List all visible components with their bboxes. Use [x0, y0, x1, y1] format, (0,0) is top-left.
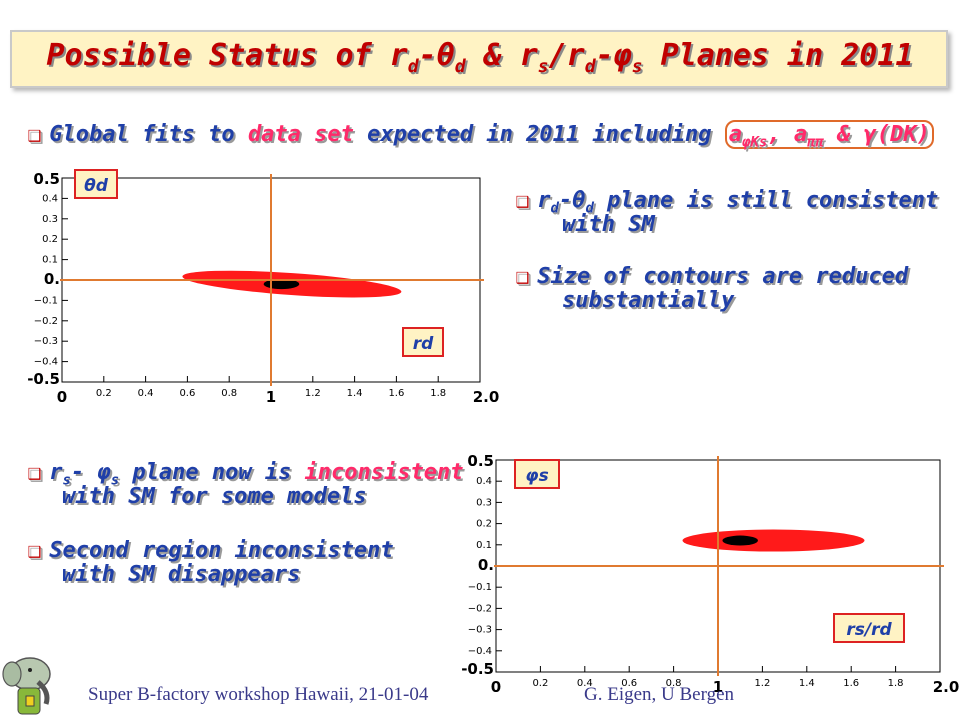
- x-tick-label: 0.6: [621, 678, 637, 689]
- bullet-global-fits: ❑ Global fits to data set expected in 201…: [28, 120, 934, 153]
- rd-axis-label: rd: [413, 334, 434, 354]
- phis-label-box: [514, 459, 560, 489]
- y-major-label: 0.: [478, 556, 494, 574]
- y-major-label: 0.5: [33, 170, 60, 188]
- x-major-label: 2.0: [473, 388, 500, 406]
- x-tick-label: 1.2: [754, 678, 770, 689]
- x-tick-label: 1.8: [430, 388, 446, 399]
- y-tick-label: 0.3: [42, 214, 58, 225]
- bullet-rs-inconsistent: ❑ rs- φs plane now is inconsistent: [28, 460, 464, 489]
- y-major-label: -0.5: [27, 370, 60, 388]
- y-tick-label: −0.4: [34, 357, 58, 368]
- y-tick-label: −0.3: [468, 625, 492, 636]
- inner-contour-region: [263, 279, 300, 290]
- x-major-label: 1: [713, 678, 723, 696]
- x-tick-label: 0.6: [179, 388, 195, 399]
- checkbox-bullet-icon: ❑: [28, 538, 42, 563]
- y-tick-label: 0.1: [42, 255, 58, 266]
- rsrd-phis-contour-plot: 0.2 0.4 0.6 0.8 1.2 1.4 1.6 1.80.40.30.20.1−0.1…: [461, 452, 960, 696]
- x-tick-label: 0.4: [138, 388, 154, 399]
- checkbox-bullet-icon: ❑: [28, 122, 42, 147]
- elephant-mascot-icon: [2, 657, 51, 715]
- inner-contour-region: [722, 535, 758, 546]
- x-major-label: 0: [491, 678, 501, 696]
- checkbox-bullet-icon: ❑: [516, 264, 530, 289]
- thetad-label: θd: [84, 176, 109, 196]
- x-tick-label: 1.4: [799, 678, 815, 689]
- footer-workshop: Super B-factory workshop Hawaii, 21-01-0…: [88, 684, 429, 705]
- rsrd-axis-label-box: [833, 613, 905, 643]
- x-tick-label: 0.8: [666, 678, 682, 689]
- y-major-label: 0.: [44, 270, 60, 288]
- bullet-rs-inconsistent-line2: with SM for some models: [62, 484, 367, 509]
- x-tick-label: 1.6: [388, 388, 404, 399]
- rd-thetad-contour-plot: 0.2 0.4 0.6 0.8 1.2 1.4 1.6 1.80.40.30.20.1−0.1…: [27, 169, 500, 406]
- title-banner: [10, 30, 948, 88]
- footer-author: G. Eigen, U Bergen: [584, 684, 735, 705]
- y-tick-label: −0.2: [468, 603, 492, 614]
- bullet-contours-reduced: ❑ Size of contours are reduced: [516, 264, 909, 289]
- rsrd-axis-label: rs/rd: [846, 620, 892, 640]
- thetad-label-box: [74, 169, 118, 199]
- y-tick-label: 0.4: [42, 193, 58, 204]
- y-tick-label: 0.4: [476, 476, 492, 487]
- bullet-contours-reduced-line2: substantially: [562, 288, 735, 313]
- bullet-rd-consistent-line2: with SM: [562, 212, 655, 237]
- y-tick-label: 0.2: [476, 519, 492, 530]
- bullet-second-region: ❑ Second region inconsistent: [28, 538, 394, 563]
- x-tick-label: 1.4: [347, 388, 363, 399]
- y-tick-label: 0.3: [476, 497, 492, 508]
- y-tick-label: −0.1: [34, 295, 58, 306]
- x-tick-label: 1.8: [888, 678, 904, 689]
- y-major-label: -0.5: [461, 660, 494, 678]
- checkbox-bullet-icon: ❑: [28, 460, 42, 485]
- y-tick-label: −0.2: [34, 316, 58, 327]
- x-tick-label: 0.8: [221, 388, 237, 399]
- y-tick-label: −0.3: [34, 336, 58, 347]
- x-tick-label: 1.2: [305, 388, 321, 399]
- y-tick-label: 0.1: [476, 540, 492, 551]
- phis-label: φs: [525, 466, 548, 486]
- rd-axis-label-box: [402, 327, 444, 357]
- highlight-asymmetries: aφKs, aππ & γ(DK): [724, 120, 934, 150]
- bullet-rd-consistent: ❑ rd-θd plane is still consistent: [516, 188, 939, 217]
- y-tick-label: 0.2: [42, 234, 58, 245]
- checkbox-bullet-icon: ❑: [516, 188, 530, 213]
- y-major-label: 0.5: [467, 452, 494, 470]
- x-major-label: 1: [266, 388, 276, 406]
- outer-contour-region: [682, 529, 865, 552]
- x-tick-label: 0.4: [577, 678, 593, 689]
- x-tick-label: 1.6: [843, 678, 859, 689]
- y-tick-label: −0.1: [468, 582, 492, 593]
- x-tick-label: 0.2: [532, 678, 548, 689]
- bullet-second-region-line2: with SM disappears: [62, 562, 301, 587]
- slide-title: Possible Status of rd-θd & rs/rd-φs Plan…: [46, 38, 914, 77]
- x-major-label: 0: [57, 388, 67, 406]
- x-major-label: 2.0: [933, 678, 960, 696]
- x-tick-label: 0.2: [96, 388, 112, 399]
- y-tick-label: −0.4: [468, 646, 492, 657]
